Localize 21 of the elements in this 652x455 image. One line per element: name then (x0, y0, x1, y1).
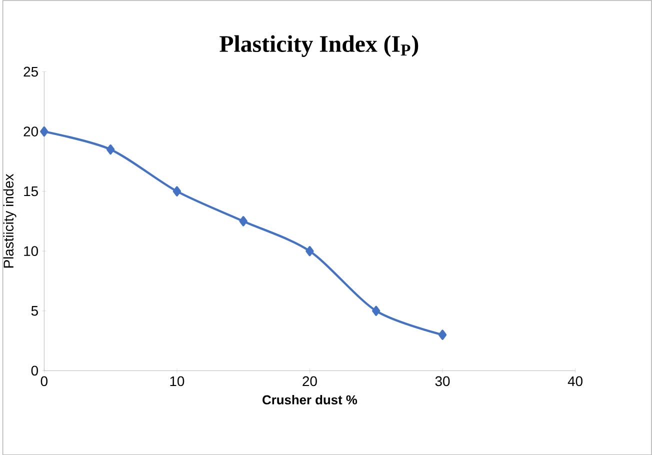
y-tick-label: 10 (24, 246, 38, 256)
y-tick-label: 0 (31, 366, 38, 376)
x-tick-label: 30 (435, 376, 450, 386)
point (438, 330, 447, 340)
y-tick-label: 5 (31, 306, 38, 316)
x-tick-label: 10 (170, 376, 184, 386)
y-axis-title: Plastiicity index (3, 174, 16, 268)
y-tick-label: 15 (24, 186, 38, 196)
point (239, 216, 248, 226)
point (106, 144, 115, 154)
x-tick-label: 0 (40, 376, 48, 386)
point (172, 186, 182, 196)
x-axis-title: Crusher dust % (262, 394, 358, 404)
chart-title: Plasticity Index (I$_{P}$) (220, 35, 418, 57)
x-tick-label: 20 (302, 376, 317, 386)
point (40, 126, 48, 136)
y-tick-label: 20 (24, 126, 38, 136)
x-tick-label: 40 (568, 376, 582, 386)
point (306, 246, 314, 256)
y-tick-label: 25 (24, 66, 38, 76)
point (372, 306, 380, 316)
